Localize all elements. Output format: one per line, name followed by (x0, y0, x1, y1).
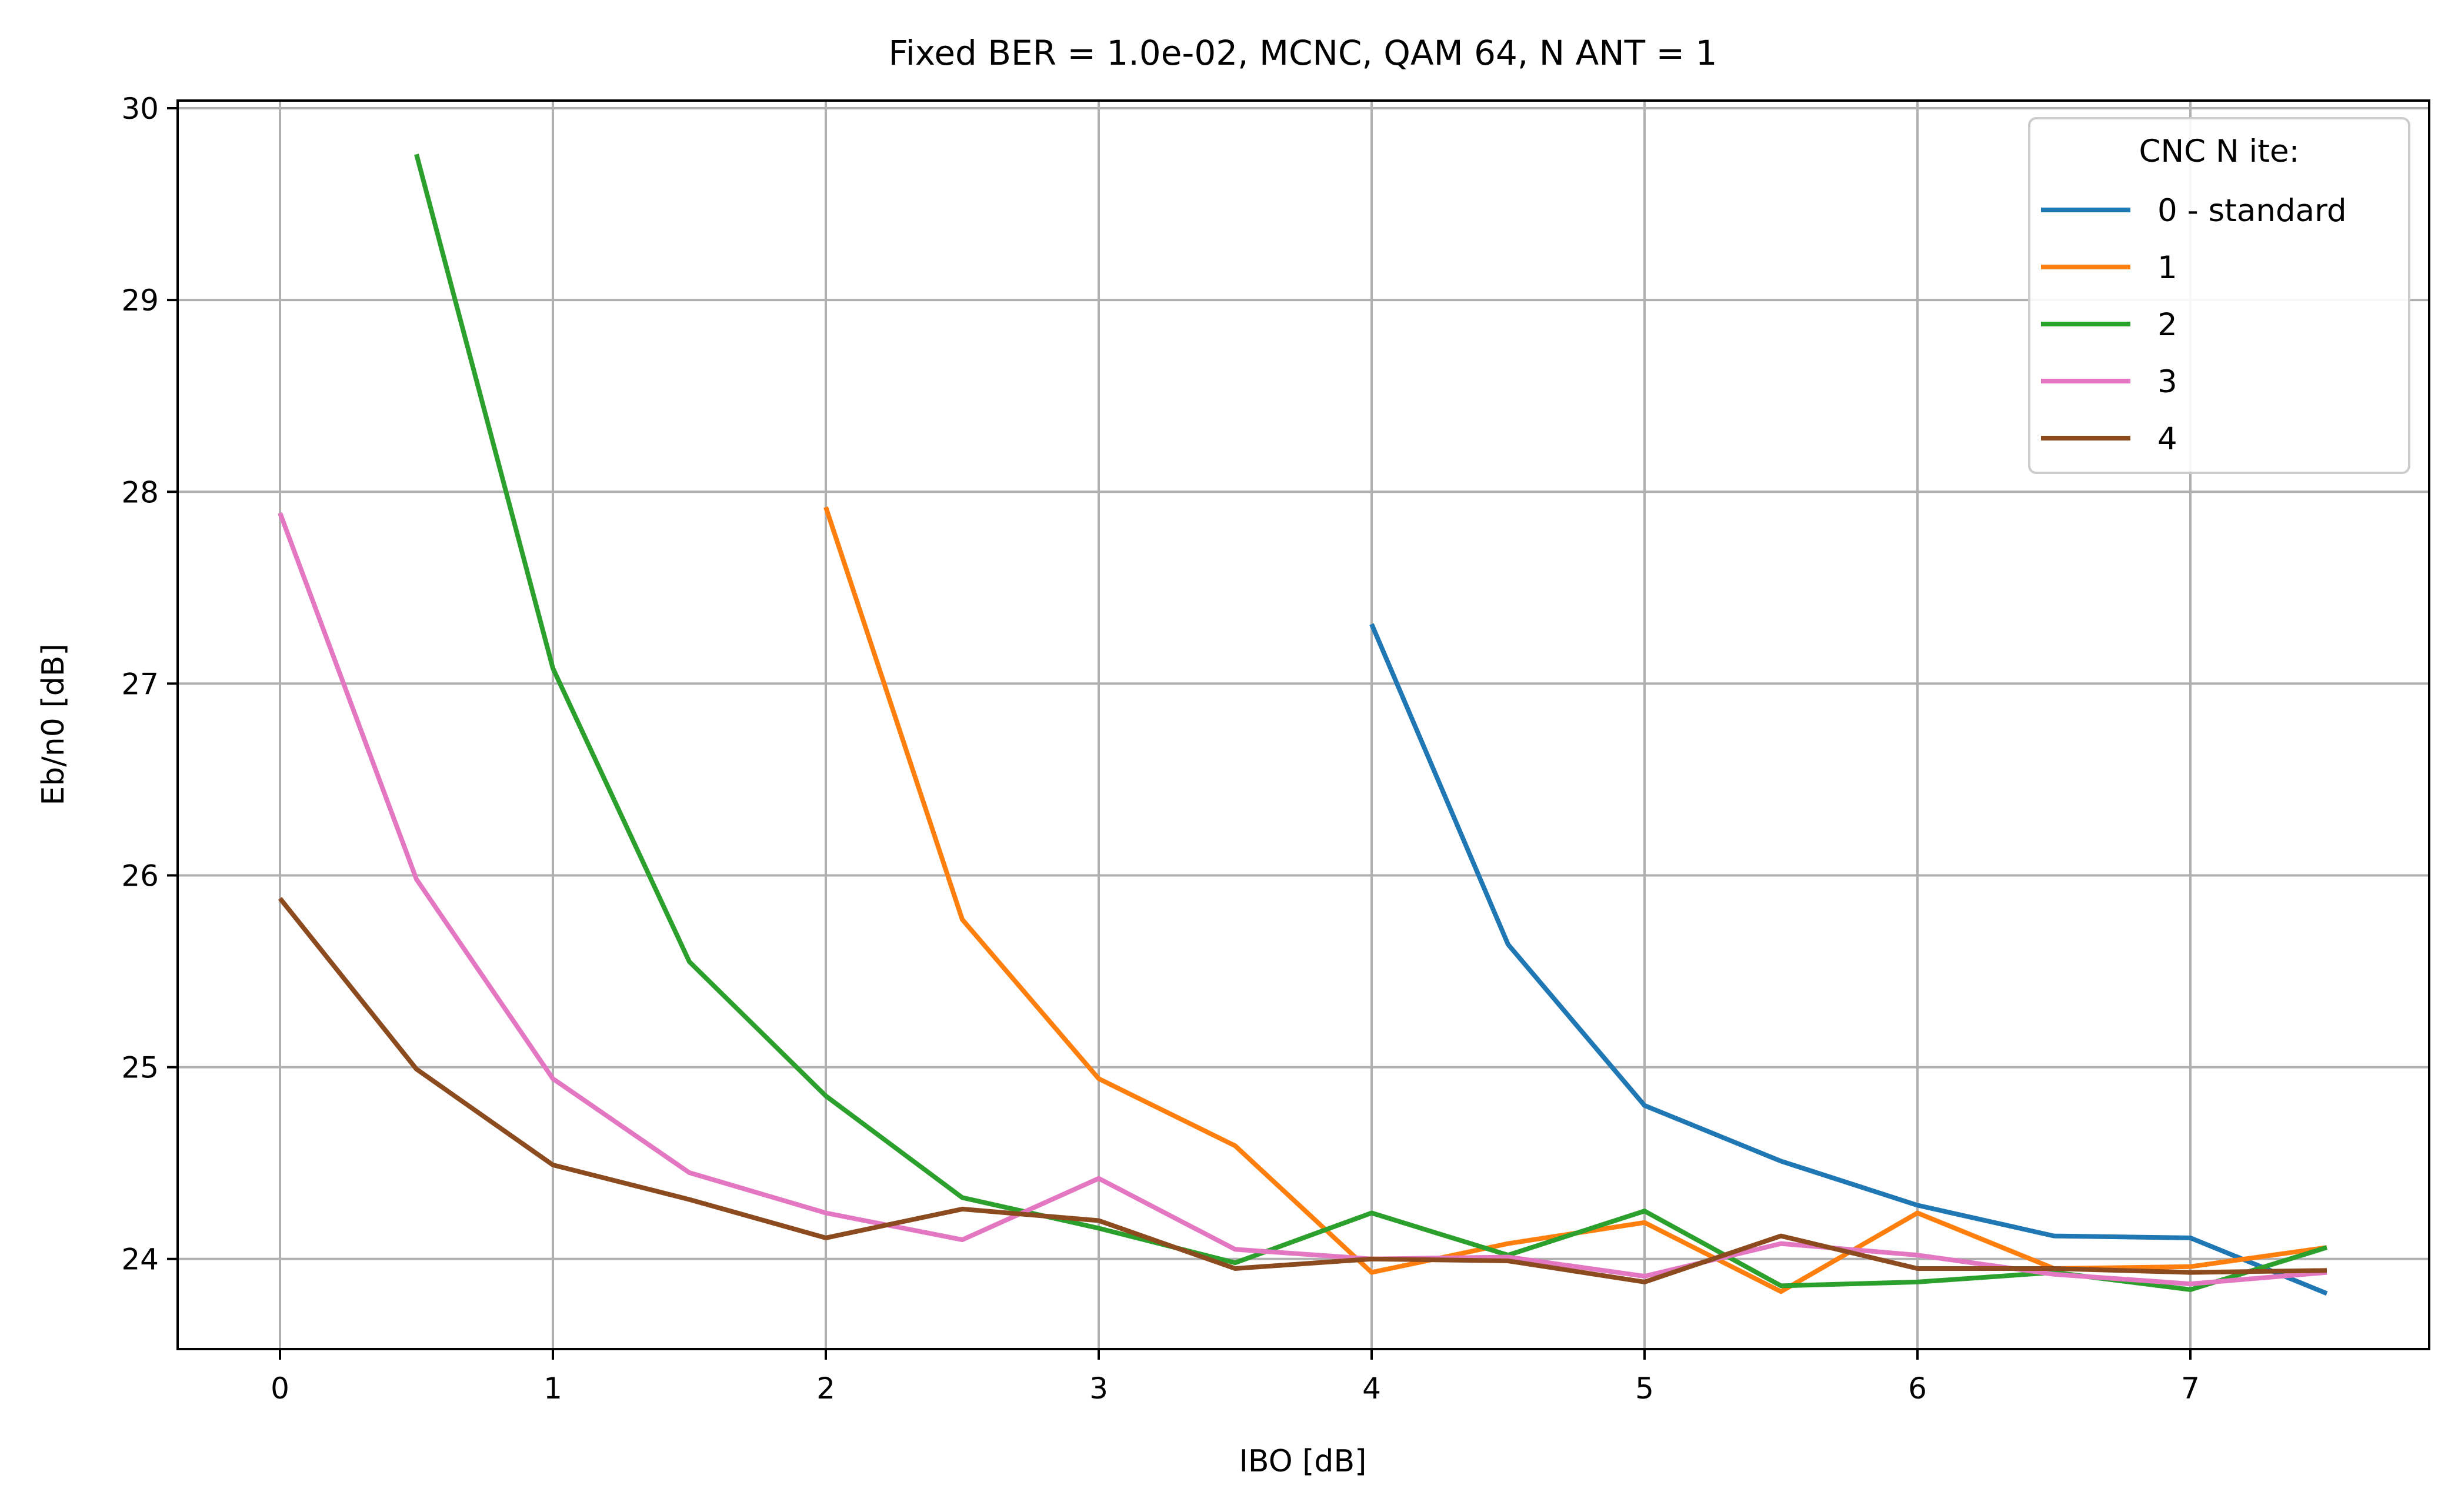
legend-label-1: 1 (2157, 250, 2177, 286)
series-layer (278, 153, 2328, 1296)
legend-label-0: 0 - standard (2157, 193, 2347, 229)
legend-label-4: 4 (2157, 421, 2177, 457)
y-tick-label: 27 (121, 667, 159, 701)
x-tick-label: 6 (1908, 1371, 1927, 1406)
x-tick-label: 5 (1635, 1371, 1654, 1406)
y-tick-label: 28 (121, 475, 159, 509)
legend: CNC N ite: 0 - standard 1 2 3 4 (2028, 117, 2410, 474)
x-tick-label: 0 (271, 1371, 289, 1406)
y-tick-label: 24 (121, 1243, 159, 1277)
y-tick-label: 30 (121, 92, 159, 126)
x-axis: 0 1 2 3 4 5 6 7 (271, 1349, 2200, 1406)
x-axis-label: IBO [dB] (1239, 1444, 1367, 1479)
plot-frame (176, 99, 2430, 1350)
x-tick-label: 4 (1362, 1371, 1381, 1406)
legend-items: 0 - standard 1 2 3 4 (2041, 193, 2347, 457)
series-line-3 (278, 512, 2327, 1287)
x-tick-label: 1 (543, 1371, 562, 1406)
legend-title: CNC N ite: (2139, 133, 2300, 169)
x-tick-label: 7 (2181, 1371, 2200, 1406)
y-gridlines (178, 107, 2429, 1260)
legend-label-3: 3 (2157, 364, 2177, 400)
y-tick-label: 25 (121, 1051, 159, 1085)
series-line-4 (278, 897, 2327, 1284)
chart-title: Fixed BER = 1.0e-02, MCNC, QAM 64, N ANT… (889, 33, 1717, 73)
x-tick-label: 3 (1089, 1371, 1108, 1406)
x-tick-label: 2 (816, 1371, 835, 1406)
y-tick-label: 29 (121, 283, 159, 318)
series-line-2 (414, 153, 2328, 1292)
y-axis: 24 25 26 27 28 29 30 (121, 92, 178, 1277)
y-axis-label: Eb/n0 [dB] (36, 643, 71, 805)
y-tick-label: 26 (121, 859, 159, 893)
legend-box (2028, 117, 2410, 474)
legend-label-2: 2 (2157, 307, 2177, 343)
series-line-0 (1369, 623, 2328, 1296)
